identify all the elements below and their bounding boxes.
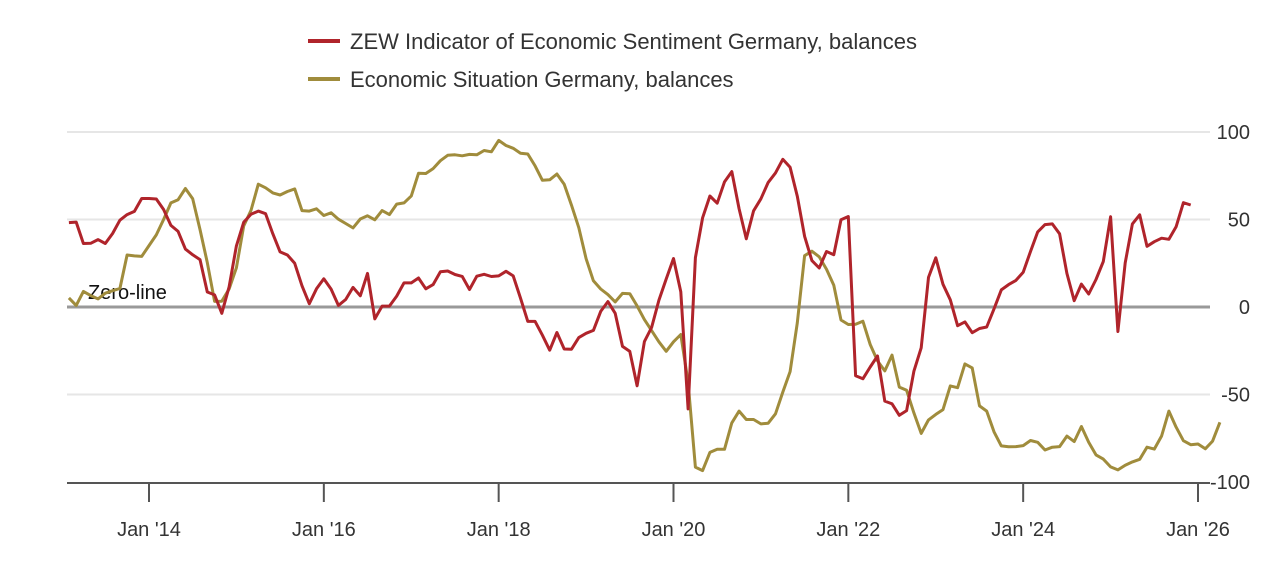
y-tick-label: 50 (1228, 210, 1250, 232)
y-axis-tick-labels: 100 50 0 -50 -100 (1210, 122, 1250, 494)
legend-label-situation: Economic Situation Germany, balances (350, 67, 734, 92)
x-tick-label: Jan '22 (816, 519, 880, 541)
legend-label-sentiment: ZEW Indicator of Economic Sentiment Germ… (350, 29, 917, 54)
series-lines (67, 138, 1222, 473)
x-tick-label: Jan '20 (642, 519, 706, 541)
grid-lines (67, 131, 1210, 396)
y-tick-label: -100 (1210, 472, 1250, 494)
y-tick-label: 100 (1217, 122, 1250, 144)
y-tick-label: -50 (1221, 385, 1250, 407)
x-axis: Jan '14 Jan '16 Jan '18 Jan '20 Jan '22 Jan '… (67, 482, 1230, 541)
legend-item-sentiment[interactable]: ZEW Indicator of Economic Sentiment Germ… (308, 29, 917, 54)
x-tick-label: Jan '24 (991, 519, 1055, 541)
chart-legend: ZEW Indicator of Economic Sentiment Germ… (308, 29, 917, 92)
x-tick-label: Jan '26 (1166, 519, 1230, 541)
x-tick-label: Jan '14 (117, 519, 181, 541)
x-tick-label: Jan '18 (467, 519, 531, 541)
series-line-sentiment (68, 157, 1192, 417)
x-tick-label: Jan '16 (292, 519, 356, 541)
legend-item-situation[interactable]: Economic Situation Germany, balances (308, 67, 734, 92)
y-tick-label: 0 (1239, 297, 1250, 319)
series-line-situation (67, 138, 1222, 473)
zero-line-label: Zero-line (88, 282, 167, 304)
